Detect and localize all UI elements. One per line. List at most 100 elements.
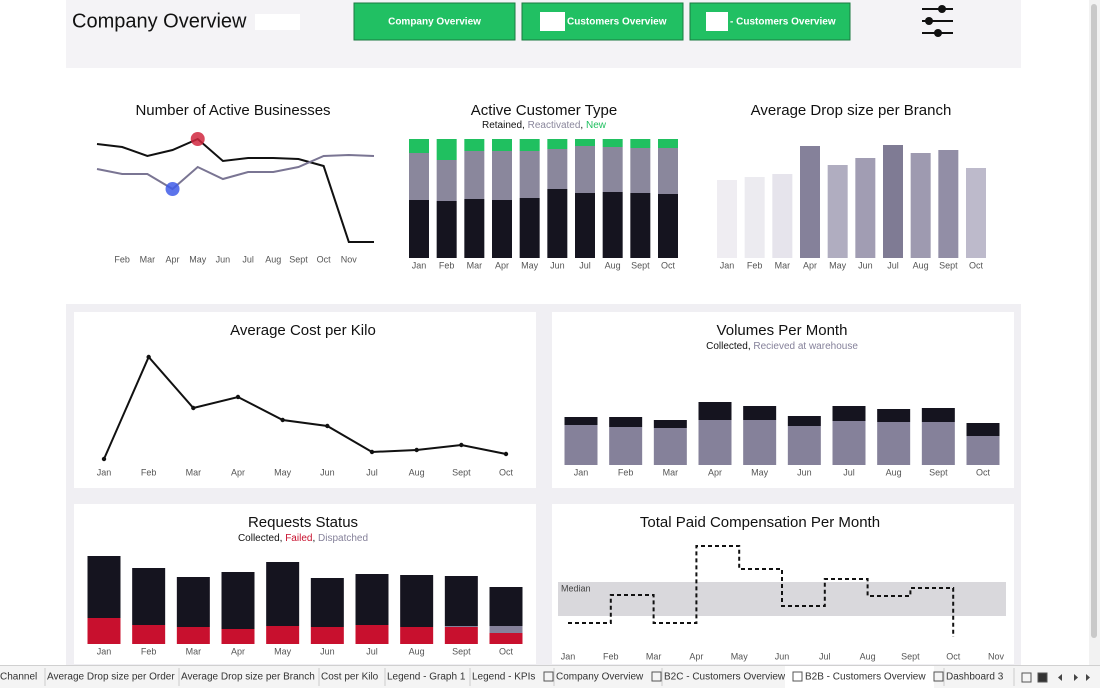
bar-segment (464, 151, 485, 199)
legend-separator: , (312, 533, 318, 544)
tab-label: B2C - Customers Overview (664, 672, 786, 683)
scrollbar-thumb[interactable] (1091, 4, 1097, 638)
nav-button[interactable]: Company Overview (353, 2, 516, 41)
bar-segment (658, 148, 678, 194)
x-tick-label: Sept (929, 467, 948, 477)
bar-segment (877, 409, 911, 422)
x-tick-label: Feb (141, 646, 157, 656)
chart-title: Volumes Per Month (717, 322, 848, 339)
x-tick-label: Jan (97, 646, 112, 656)
x-tick-label: Sept (289, 254, 308, 264)
x-tick-label: Aug (409, 646, 425, 656)
sheet-tab[interactable]: Average Drop size per Branch (181, 668, 320, 686)
bar-segment (409, 139, 429, 153)
sheet-tab[interactable]: Channel (0, 668, 46, 686)
nav-button[interactable]: - Customers Overview (689, 2, 851, 41)
x-tick-label: Jul (366, 467, 378, 477)
x-tick-label: Sept (901, 651, 920, 661)
nav-button[interactable]: Customers Overview (521, 2, 684, 41)
bar-segment (132, 625, 166, 644)
tab-label: Channel (0, 672, 37, 683)
chart-title: Number of Active Businesses (135, 102, 330, 119)
x-tick-label: Apr (708, 467, 722, 477)
redaction (706, 12, 728, 31)
bar-segment (519, 198, 540, 258)
x-tick-label: Jul (887, 260, 899, 270)
point (191, 405, 196, 411)
view-toggle[interactable] (1021, 672, 1032, 683)
tab-label: Legend - KPIs (472, 672, 535, 683)
x-tick-label: Aug (913, 260, 929, 270)
x-tick-label: Aug (265, 254, 281, 264)
bar-segment (436, 160, 457, 201)
filter-knob (925, 17, 933, 25)
point (235, 394, 241, 400)
highlight-marker (165, 182, 180, 196)
chart-title: Average Drop size per Branch (751, 102, 952, 119)
bar-segment (787, 416, 821, 426)
bar-segment (489, 633, 523, 644)
x-tick-label: Oct (317, 254, 332, 264)
x-tick-label: Jun (320, 467, 335, 477)
bar-segment (266, 562, 300, 626)
bar-segment (698, 402, 732, 420)
filter-knob (934, 29, 942, 37)
card (74, 312, 536, 488)
bar-segment (87, 556, 121, 618)
x-tick-label: Aug (409, 467, 425, 477)
bar-segment (221, 572, 255, 629)
bar-segment (787, 426, 821, 465)
bar-segment (653, 420, 687, 428)
tab-icon (933, 671, 944, 682)
legend-entry: Failed (285, 533, 312, 544)
x-tick-label: Mar (467, 260, 483, 270)
bar-segment (966, 436, 1000, 465)
bar-segment (609, 427, 643, 465)
bar-segment (176, 627, 210, 644)
bar-segment (409, 200, 429, 258)
bar-segment (630, 193, 651, 258)
x-tick-label: Mar (140, 254, 156, 264)
point (325, 423, 330, 429)
tab-nav[interactable] (1086, 674, 1090, 681)
bar (855, 158, 876, 258)
sheet-tab[interactable]: Average Drop size per Order (47, 668, 180, 686)
view-toggle[interactable] (1037, 672, 1048, 683)
tab-nav[interactable] (1058, 674, 1062, 681)
bar-segment (132, 568, 166, 625)
bar-segment (966, 423, 1000, 436)
filter-icon[interactable] (922, 5, 953, 37)
bar-segment (519, 139, 540, 151)
x-tick-label: Feb (439, 260, 455, 270)
sheet-tab[interactable]: Cost per Kilo (321, 668, 386, 686)
x-tick-label: Sept (452, 467, 471, 477)
x-tick-label: May (274, 467, 292, 477)
x-tick-label: Apr (231, 646, 245, 656)
tab-label: Average Drop size per Branch (181, 672, 315, 683)
sheet-tab[interactable]: Legend - Graph 1 (387, 668, 471, 686)
x-tick-label: Jul (819, 651, 831, 661)
bar-segment (310, 578, 344, 627)
point (459, 442, 464, 448)
tab-nav[interactable] (1074, 674, 1078, 681)
x-tick-label: Sept (939, 260, 958, 270)
sheet-tab[interactable]: Company Overview (543, 668, 663, 686)
x-tick-label: Feb (618, 467, 634, 477)
sheet-tab[interactable]: Dashboard 3 (933, 668, 1015, 686)
sheet-tab[interactable]: Legend - KPIs (472, 668, 555, 686)
chart-legend: Collected, Recieved at warehouse (706, 341, 858, 352)
bar-segment (602, 192, 623, 258)
x-tick-label: May (274, 646, 292, 656)
bar-segment (87, 618, 121, 644)
bar-segment (409, 153, 429, 200)
x-tick-label: May (521, 260, 539, 270)
x-tick-label: Oct (976, 467, 991, 477)
legend-entry: Collected (238, 533, 280, 544)
bar (883, 145, 903, 258)
bar-segment (921, 422, 955, 465)
x-tick-label: Jun (216, 254, 231, 264)
legend-entry: Reactivated (528, 120, 581, 131)
bar-segment (630, 148, 651, 193)
sheet-tab[interactable]: B2B - Customers Overview (785, 666, 945, 688)
x-tick-label: Sept (631, 260, 650, 270)
